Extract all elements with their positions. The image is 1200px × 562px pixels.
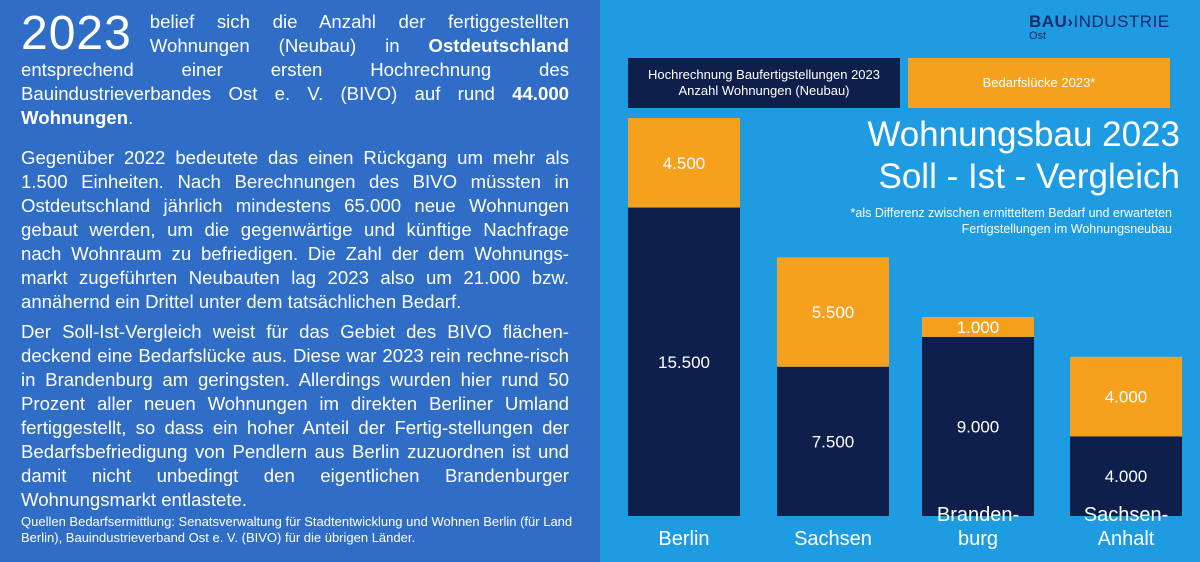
paragraph-2: Gegenüber 2022 bedeutete das einen Rückg… <box>21 147 569 312</box>
bar-sachsen-series-1 <box>777 257 889 367</box>
data-label-sachsen-series-0: 7.500 <box>812 432 855 451</box>
chart-note: *als Differenz zwischen ermitteltem Beda… <box>850 206 1172 236</box>
source-note: Quellen Bedarfsermittlung: Senatsverwalt… <box>21 514 573 545</box>
category-label-sachsen: Sachsen <box>768 527 898 551</box>
category-label-line: Anhalt <box>1097 528 1155 550</box>
data-label-branden-burg-series-1: 1.000 <box>957 318 1000 337</box>
bar-sachsen-anhalt-series-0 <box>1070 436 1182 516</box>
logo-bold: BAU <box>1029 12 1068 31</box>
category-label-line: Berlin <box>658 528 710 550</box>
logo-rest: INDUSTRIE <box>1073 12 1170 31</box>
legend-navy-line-1: Hochrechnung Baufertigstellungen 2023 <box>647 67 880 82</box>
data-label-sachsen-series-1: 5.500 <box>812 303 855 322</box>
logo-arrow-icon: › <box>1067 12 1074 31</box>
intro-text-3: . <box>128 107 134 128</box>
data-label-sachsen-anhalt-series-0: 4.000 <box>1105 467 1148 486</box>
chart-title-line-1: Wohnungsbau 2023 <box>867 115 1180 154</box>
legend-orange: Bedarfslücke 2023* <box>908 58 1170 108</box>
data-label-berlin-series-0: 15.500 <box>658 353 710 372</box>
intro-text-2: entsprechend einer ersten Hochrechnung d… <box>21 59 569 104</box>
bar-berlin-series-0 <box>628 207 740 517</box>
bar-sachsen-series-0 <box>777 366 889 516</box>
data-label-berlin-series-1: 4.500 <box>663 154 706 173</box>
stacked-bar-chart: 15.500 4.500 7.500 5.500 9.000 1.000 4.000 4.00… <box>628 118 1182 517</box>
year-heading: 2023 <box>21 7 132 60</box>
category-label-line: Sachsen <box>794 528 872 550</box>
category-label-sachsen-anhalt: Sachsen- Anhalt <box>1061 503 1191 551</box>
category-label-line: burg <box>957 528 999 550</box>
bar-berlin-series-1 <box>628 118 740 208</box>
logo: BAU›INDUSTRIE Ost <box>1029 12 1170 42</box>
category-label-line: Sachsen- <box>1083 504 1169 526</box>
intro-text-1: belief sich die Anzahl der fertiggestell… <box>149 11 569 56</box>
intro-highlight-region: Ostdeutschland <box>428 35 569 56</box>
category-label-berlin: Berlin <box>619 527 749 551</box>
bar-sachsen-anhalt-series-1 <box>1070 356 1182 437</box>
bar-branden-burg-series-1 <box>922 317 1034 337</box>
category-label-branden-burg: Branden-burg <box>913 503 1043 551</box>
data-label-sachsen-anhalt-series-1: 4.000 <box>1105 388 1148 407</box>
category-label-line: Branden- <box>936 504 1020 526</box>
intro-paragraph: 2023 belief sich die Anzahl der fertigges… <box>21 10 569 130</box>
legend-navy-line-2: Anzahl Wohnungen (Neubau) <box>678 83 850 98</box>
text-panel: 2023 belief sich die Anzahl der fertigges… <box>21 9 573 545</box>
intro-highlight-count: 44.000 Wohnungen <box>21 83 569 128</box>
bar-branden-burg-series-0 <box>922 336 1034 516</box>
chart-title: Wohnungsbau 2023 Soll - Ist - Vergleich <box>820 114 1180 198</box>
legend-navy: Hochrechnung Baufertigstellungen 2023 An… <box>628 58 900 108</box>
chart-title-line-2: Soll - Ist - Vergleich <box>878 157 1181 196</box>
logo-sub: Ost <box>1029 30 1047 42</box>
data-label-branden-burg-series-0: 9.000 <box>957 417 1000 436</box>
paragraph-3: Der Soll-Ist-Vergleich weist für das Geb… <box>21 321 569 510</box>
